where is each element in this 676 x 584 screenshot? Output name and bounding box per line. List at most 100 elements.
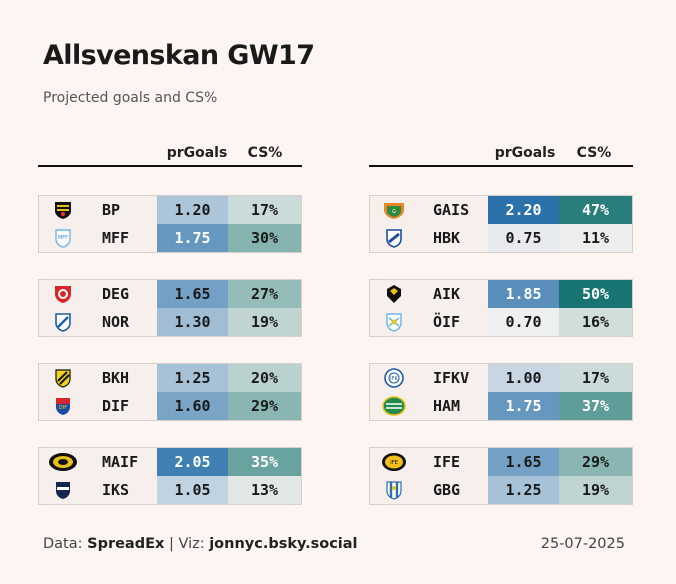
page-title: Allsvenskan GW17 <box>43 40 315 71</box>
page-subtitle: Projected goals and CS% <box>43 90 218 106</box>
header-rule <box>369 165 633 167</box>
clean-sheet-cell: 19% <box>559 476 632 504</box>
team-name: AIK <box>433 285 461 303</box>
table-row: BP 1.20 17% <box>39 196 301 224</box>
header-rule <box>38 165 302 167</box>
ifkv-crest-icon: IFK <box>370 364 418 392</box>
svg-text:MFF: MFF <box>58 235 68 241</box>
team-name: GAIS <box>433 201 470 219</box>
projected-goals-cell: 1.25 <box>157 364 228 392</box>
clean-sheet-cell: 47% <box>559 196 632 224</box>
svg-text:DIF: DIF <box>59 405 67 411</box>
team-name: MAIF <box>102 453 139 471</box>
clean-sheet-cell: 16% <box>559 308 632 336</box>
projected-goals-cell: 2.05 <box>157 448 228 476</box>
ife-crest-icon: IFE <box>370 448 418 476</box>
column-header-cs: CS% <box>576 145 612 161</box>
projected-goals-cell: 1.25 <box>488 476 559 504</box>
clean-sheet-cell: 27% <box>228 280 301 308</box>
clean-sheet-cell: 50% <box>559 280 632 308</box>
deg-crest-icon <box>39 280 87 308</box>
team-name: HAM <box>433 397 461 415</box>
dif-crest-icon: DIF <box>39 392 87 420</box>
projected-goals-cell: 1.75 <box>488 392 559 420</box>
gbg-crest-icon <box>370 476 418 504</box>
aik-crest-icon <box>370 280 418 308</box>
team-name: NOR <box>102 313 130 331</box>
team-name: MFF <box>102 229 130 247</box>
clean-sheet-cell: 30% <box>228 224 301 252</box>
clean-sheet-cell: 17% <box>228 196 301 224</box>
match-card: AIK 1.85 50% ÖIF 0.70 16% <box>369 279 633 337</box>
match-card: IFE IFE 1.65 29% GBG 1.25 19% <box>369 447 633 505</box>
clean-sheet-cell: 11% <box>559 224 632 252</box>
oif-crest-icon <box>370 308 418 336</box>
clean-sheet-cell: 19% <box>228 308 301 336</box>
svg-text:IFK: IFK <box>390 376 398 382</box>
projected-goals-cell: 1.75 <box>157 224 228 252</box>
table-row: ÖIF 0.70 16% <box>370 308 632 336</box>
table-row: HAM 1.75 37% <box>370 392 632 420</box>
team-name: IFKV <box>433 369 470 387</box>
projected-goals-cell: 1.60 <box>157 392 228 420</box>
column-header-cs: CS% <box>247 145 283 161</box>
match-card: DEG 1.65 27% NOR 1.30 19% <box>38 279 302 337</box>
clean-sheet-cell: 37% <box>559 392 632 420</box>
svg-text:IFE: IFE <box>390 460 398 466</box>
footer-data-prefix: Data: <box>43 536 88 552</box>
table-row: IFK IFKV 1.00 17% <box>370 364 632 392</box>
team-name: GBG <box>433 481 461 499</box>
projected-goals-cell: 1.65 <box>157 280 228 308</box>
footer-separator: | Viz: <box>164 536 210 552</box>
match-card: IFK IFKV 1.00 17% HAM 1.75 37% <box>369 363 633 421</box>
team-name: HBK <box>433 229 461 247</box>
match-card: BKH 1.25 20% DIF DIF 1.60 29% <box>38 363 302 421</box>
bp-crest-icon <box>39 196 87 224</box>
footer-data-source: SpreadEx <box>87 536 165 552</box>
maif-crest-icon <box>39 448 87 476</box>
table-row: MFF MFF 1.75 30% <box>39 224 301 252</box>
table-row: GBG 1.25 19% <box>370 476 632 504</box>
footer-date: 25-07-2025 <box>540 536 625 552</box>
table-row: IFE IFE 1.65 29% <box>370 448 632 476</box>
clean-sheet-cell: 20% <box>228 364 301 392</box>
clean-sheet-cell: 13% <box>228 476 301 504</box>
hbk-crest-icon <box>370 224 418 252</box>
projected-goals-cell: 1.00 <box>488 364 559 392</box>
table-row: BKH 1.25 20% <box>39 364 301 392</box>
team-name: ÖIF <box>433 313 461 331</box>
projected-goals-cell: 1.85 <box>488 280 559 308</box>
clean-sheet-cell: 17% <box>559 364 632 392</box>
projected-goals-cell: 2.20 <box>488 196 559 224</box>
projected-goals-cell: 0.70 <box>488 308 559 336</box>
team-name: IKS <box>102 481 130 499</box>
projected-goals-cell: 1.20 <box>157 196 228 224</box>
match-card: G GAIS 2.20 47% HBK 0.75 11% <box>369 195 633 253</box>
table-row: AIK 1.85 50% <box>370 280 632 308</box>
mff-crest-icon: MFF <box>39 224 87 252</box>
table-row: DEG 1.65 27% <box>39 280 301 308</box>
table-row: IKS 1.05 13% <box>39 476 301 504</box>
table-row: NOR 1.30 19% <box>39 308 301 336</box>
table-row: MAIF 2.05 35% <box>39 448 301 476</box>
svg-text:G: G <box>392 209 396 215</box>
gais-crest-icon: G <box>370 196 418 224</box>
team-name: BKH <box>102 369 130 387</box>
projected-goals-cell: 1.65 <box>488 448 559 476</box>
projected-goals-cell: 0.75 <box>488 224 559 252</box>
projected-goals-cell: 1.05 <box>157 476 228 504</box>
team-name: DIF <box>102 397 130 415</box>
match-card: BP 1.20 17% MFF MFF 1.75 30% <box>38 195 302 253</box>
table-row: G GAIS 2.20 47% <box>370 196 632 224</box>
clean-sheet-cell: 29% <box>228 392 301 420</box>
ham-crest-icon <box>370 392 418 420</box>
team-name: DEG <box>102 285 130 303</box>
match-card: MAIF 2.05 35% IKS 1.05 13% <box>38 447 302 505</box>
team-name: IFE <box>433 453 461 471</box>
nor-crest-icon <box>39 308 87 336</box>
column-header-goals: prGoals <box>166 145 228 161</box>
table-row: HBK 0.75 11% <box>370 224 632 252</box>
bkh-crest-icon <box>39 364 87 392</box>
footer-viz-credit: jonnyc.bsky.social <box>209 536 358 552</box>
column-header-goals: prGoals <box>494 145 556 161</box>
